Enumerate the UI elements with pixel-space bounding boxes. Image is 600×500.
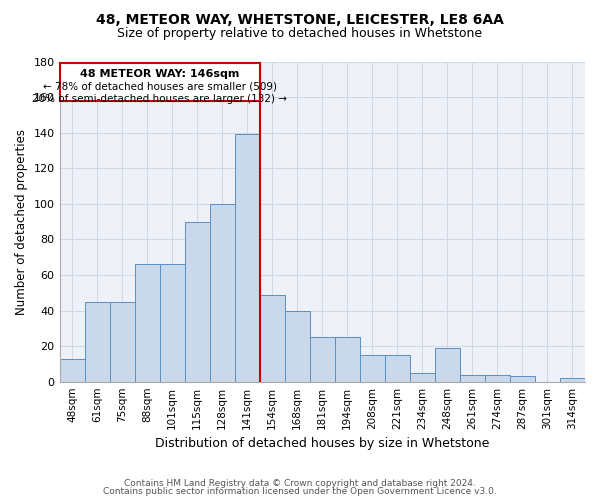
- Bar: [134, 264, 160, 382]
- Text: 48 METEOR WAY: 146sqm: 48 METEOR WAY: 146sqm: [80, 68, 239, 78]
- Bar: [560, 378, 585, 382]
- Bar: [160, 264, 185, 382]
- Bar: [510, 376, 535, 382]
- Bar: [209, 204, 235, 382]
- Bar: [385, 355, 410, 382]
- Text: 20% of semi-detached houses are larger (132) →: 20% of semi-detached houses are larger (…: [32, 94, 287, 104]
- Text: 48, METEOR WAY, WHETSTONE, LEICESTER, LE8 6AA: 48, METEOR WAY, WHETSTONE, LEICESTER, LE…: [96, 12, 504, 26]
- Bar: [335, 337, 360, 382]
- Bar: [285, 310, 310, 382]
- Bar: [485, 374, 510, 382]
- Bar: [410, 373, 435, 382]
- Bar: [235, 134, 260, 382]
- Y-axis label: Number of detached properties: Number of detached properties: [15, 128, 28, 314]
- Text: ← 78% of detached houses are smaller (509): ← 78% of detached houses are smaller (50…: [43, 81, 277, 91]
- Bar: [185, 222, 209, 382]
- Bar: [85, 302, 110, 382]
- X-axis label: Distribution of detached houses by size in Whetstone: Distribution of detached houses by size …: [155, 437, 490, 450]
- Bar: [110, 302, 134, 382]
- Text: Contains HM Land Registry data © Crown copyright and database right 2024.: Contains HM Land Registry data © Crown c…: [124, 478, 476, 488]
- Bar: [310, 337, 335, 382]
- Bar: [435, 348, 460, 382]
- FancyBboxPatch shape: [59, 64, 260, 100]
- Text: Size of property relative to detached houses in Whetstone: Size of property relative to detached ho…: [118, 28, 482, 40]
- Bar: [59, 358, 85, 382]
- Bar: [460, 374, 485, 382]
- Bar: [360, 355, 385, 382]
- Bar: [260, 294, 285, 382]
- Text: Contains public sector information licensed under the Open Government Licence v3: Contains public sector information licen…: [103, 487, 497, 496]
